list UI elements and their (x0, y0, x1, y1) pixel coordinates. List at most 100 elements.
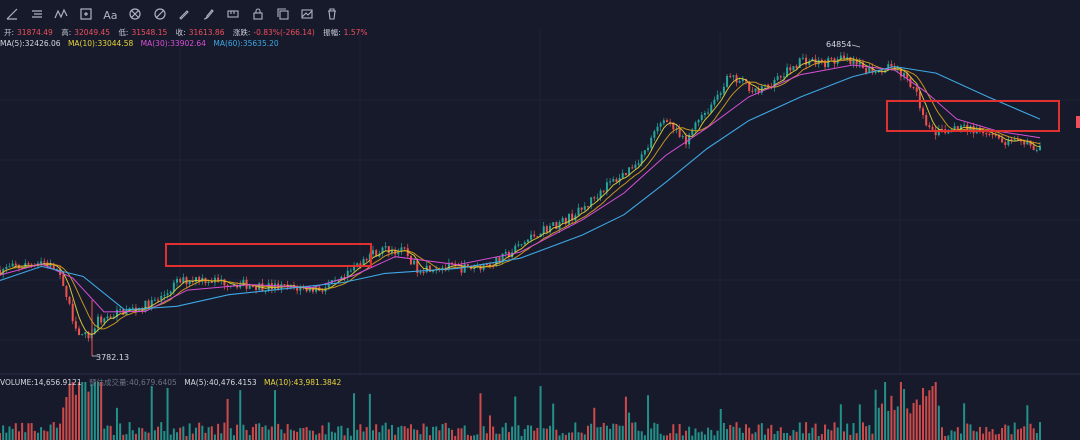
delete-tool[interactable] (320, 4, 344, 26)
candle-body (536, 236, 539, 238)
volume-bar (381, 425, 384, 440)
volume-bar (511, 426, 514, 440)
magnet-tool[interactable] (123, 4, 147, 26)
candle-body (1023, 140, 1026, 145)
candle-body (808, 61, 811, 65)
brush-icon (202, 7, 216, 24)
candle-body (1020, 140, 1023, 142)
horizontal-lines-tool[interactable] (25, 4, 49, 26)
volume-bar (337, 426, 340, 440)
volume-bar (530, 425, 533, 440)
volume-bar (662, 435, 665, 440)
candle-body (441, 267, 444, 270)
open-value: 31874.49 (17, 28, 53, 37)
volume-bar (283, 433, 286, 440)
volume-bar (321, 425, 324, 440)
wave-pattern-tool[interactable] (49, 4, 73, 26)
volume-bar (855, 433, 858, 440)
volume-bar (289, 429, 292, 440)
highlight-box-consolidation-1[interactable] (165, 243, 372, 267)
volume-bar (270, 426, 273, 440)
volume-bar (103, 428, 106, 440)
candle-body (700, 114, 703, 120)
candle-body (925, 115, 928, 126)
candle-body (773, 79, 776, 88)
volume-bar (52, 422, 55, 440)
brush-tool[interactable] (197, 4, 221, 26)
volume-bar (479, 393, 482, 440)
hide-drawings-tool[interactable] (148, 4, 172, 26)
volume-bar (305, 427, 308, 440)
candle-body (96, 316, 99, 329)
volume-bar (242, 424, 245, 440)
volume-bar (937, 405, 940, 440)
volume-bar (564, 434, 567, 440)
candle-body (605, 182, 608, 192)
volume-bar (647, 395, 650, 440)
candle-body (953, 126, 956, 130)
volume-bar (590, 423, 593, 440)
candle-body (994, 134, 997, 136)
candle-body (827, 58, 830, 68)
candle-body (571, 213, 574, 221)
volume-bar (586, 425, 589, 440)
text-tool-tool[interactable]: Aa (98, 4, 122, 26)
highlight-box-consolidation-2[interactable] (886, 100, 1060, 132)
candle-body (887, 64, 890, 71)
volume-bar (1004, 424, 1007, 440)
volume-bar (770, 424, 773, 440)
volume-bar (890, 395, 893, 440)
text-tool-icon: Aa (103, 8, 118, 22)
high-label: 高: (61, 28, 72, 37)
candle-body (346, 270, 349, 278)
volume-bar (865, 426, 868, 440)
volume-bar (514, 396, 517, 440)
volume-bar (166, 387, 169, 440)
candle-body (356, 263, 359, 267)
volume-bar (454, 435, 457, 440)
screenshot-tool[interactable] (295, 4, 319, 26)
volume-bar (786, 432, 789, 440)
volume-bar (188, 423, 191, 440)
volume-bar (931, 386, 934, 440)
volume-bar (861, 422, 864, 440)
volume-bar (8, 426, 11, 440)
grid (0, 30, 1080, 374)
volume-bar (852, 423, 855, 440)
candle-body (106, 316, 109, 319)
candle-body (991, 134, 994, 136)
candle-body (713, 99, 716, 105)
candle-body (631, 167, 634, 169)
candle-body (903, 73, 906, 77)
candle-body (599, 190, 602, 198)
magnet-icon (128, 7, 142, 24)
candle-body (375, 250, 378, 257)
volume-bar (488, 415, 491, 440)
candle-body (188, 280, 191, 285)
volume-bar (473, 435, 476, 440)
volume-bar (814, 423, 817, 440)
volume-bar (789, 435, 792, 440)
copy-tool[interactable] (271, 4, 295, 26)
range-measure-tool[interactable] (74, 4, 98, 26)
trend-line-tool[interactable] (0, 4, 24, 26)
candle-body (1035, 150, 1038, 152)
volume-bar (593, 407, 596, 440)
ruler-tool[interactable] (221, 4, 245, 26)
lock-tool[interactable] (246, 4, 270, 26)
candle-body (846, 57, 849, 59)
candle-body (428, 265, 431, 272)
candle-body (397, 252, 400, 255)
volume-bar (27, 423, 30, 440)
candle-body (14, 263, 17, 266)
candle-body (103, 318, 106, 323)
candle-body (485, 264, 488, 266)
volume-value: VOLUME:14,656.9121 (0, 378, 82, 387)
pencil-tool[interactable] (172, 4, 196, 26)
change-label: 涨跌: (232, 28, 251, 37)
volume-bar (428, 435, 431, 440)
volume-bar (87, 391, 90, 440)
volume-bar (55, 427, 58, 440)
